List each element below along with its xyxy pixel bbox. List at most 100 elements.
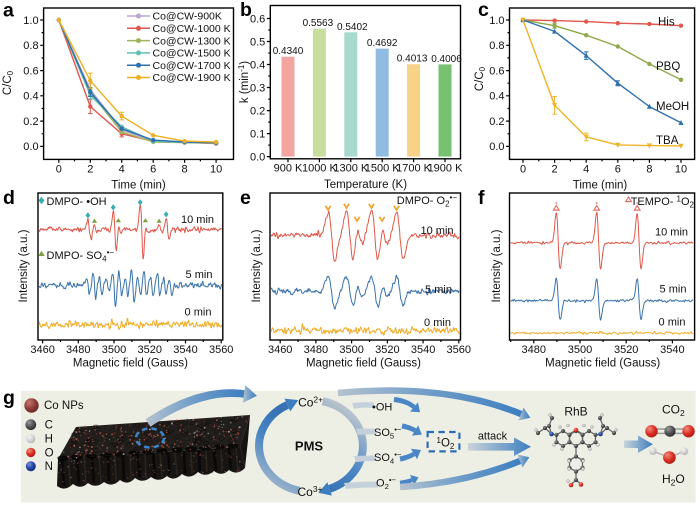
svg-text:b: b <box>240 0 252 21</box>
svg-text:3520: 3520 <box>614 344 638 356</box>
svg-text:1900 K: 1900 K <box>428 162 464 174</box>
svg-text:PBQ: PBQ <box>656 61 680 73</box>
svg-text:0.4: 0.4 <box>250 59 265 71</box>
svg-text:3480: 3480 <box>66 344 90 356</box>
svg-text:10 min: 10 min <box>181 214 214 226</box>
svg-text:Intensity (a.u.): Intensity (a.u.) <box>18 229 30 302</box>
svg-text:C: C <box>45 420 53 432</box>
svg-text:3520: 3520 <box>138 344 162 356</box>
svg-text:1700 K: 1700 K <box>396 162 432 174</box>
svg-text:4: 4 <box>583 163 589 175</box>
svg-text:3540: 3540 <box>173 344 197 356</box>
svg-text:0.4692: 0.4692 <box>367 38 398 49</box>
svg-text:0.5: 0.5 <box>250 36 265 48</box>
svg-text:Co NPs: Co NPs <box>44 400 84 412</box>
svg-text:d: d <box>3 187 15 209</box>
svg-text:Co@CW-1000 K: Co@CW-1000 K <box>153 23 231 35</box>
svg-text:0.4340: 0.4340 <box>273 46 304 57</box>
svg-text:Magnetic field (Gauss): Magnetic field (Gauss) <box>306 358 421 370</box>
svg-text:PMS: PMS <box>295 439 324 454</box>
svg-text:0 min: 0 min <box>659 317 686 329</box>
svg-text:0.4006: 0.4006 <box>431 54 462 65</box>
svg-text:•OH: •OH <box>372 402 392 414</box>
svg-text:3560: 3560 <box>447 344 471 356</box>
svg-text:10 min: 10 min <box>655 226 688 238</box>
svg-text:900 K: 900 K <box>274 162 303 174</box>
svg-text:Co@CW-1300 K: Co@CW-1300 K <box>153 35 231 47</box>
svg-text:1500 K: 1500 K <box>365 162 401 174</box>
svg-text:CO2: CO2 <box>662 403 685 419</box>
svg-text:N: N <box>45 461 53 473</box>
svg-text:5 min: 5 min <box>186 269 213 281</box>
svg-text:TEMPO- 1O2: TEMPO- 1O2 <box>631 195 695 210</box>
svg-text:0.6: 0.6 <box>250 13 265 25</box>
svg-text:8: 8 <box>182 163 188 175</box>
svg-text:Intensity (a.u.): Intensity (a.u.) <box>251 229 263 302</box>
svg-text:2: 2 <box>87 163 93 175</box>
svg-text:Magnetic field (Gauss): Magnetic field (Gauss) <box>73 358 188 370</box>
svg-text:H2O: H2O <box>662 472 685 488</box>
svg-text:0.5563: 0.5563 <box>303 18 334 29</box>
svg-text:0.2: 0.2 <box>23 116 38 128</box>
svg-text:10: 10 <box>675 163 687 175</box>
svg-text:Time (min): Time (min) <box>111 180 166 192</box>
svg-text:0.4: 0.4 <box>489 91 504 103</box>
svg-text:C/C0: C/C0 <box>474 66 487 91</box>
svg-text:Co@CW-1500 K: Co@CW-1500 K <box>153 48 231 60</box>
svg-text:10: 10 <box>210 163 222 175</box>
svg-text:5 min: 5 min <box>660 283 687 295</box>
svg-text:RhB: RhB <box>564 405 587 419</box>
svg-text:1000 K: 1000 K <box>302 162 338 174</box>
svg-text:Co@CW-1700 K: Co@CW-1700 K <box>153 60 231 72</box>
svg-text:0 min: 0 min <box>424 317 451 329</box>
svg-text:1.0: 1.0 <box>23 15 38 27</box>
svg-text:3500: 3500 <box>339 344 363 356</box>
svg-text:1.0: 1.0 <box>489 15 504 27</box>
svg-text:10 min: 10 min <box>420 225 453 237</box>
svg-text:8: 8 <box>646 163 652 175</box>
svg-text:C/C0: C/C0 <box>2 70 15 95</box>
svg-text:0.0: 0.0 <box>489 141 504 153</box>
svg-text:0.2: 0.2 <box>250 105 265 117</box>
svg-text:O: O <box>45 447 54 459</box>
svg-text:0: 0 <box>520 163 526 175</box>
svg-text:0.4013: 0.4013 <box>397 54 428 65</box>
svg-text:H: H <box>45 434 53 446</box>
svg-text:4: 4 <box>119 163 125 175</box>
svg-text:DMPO- O2•−: DMPO- O2•− <box>397 193 458 209</box>
svg-text:0.6: 0.6 <box>23 65 38 77</box>
svg-text:c: c <box>478 0 489 21</box>
svg-text:Co@CW-1900 K: Co@CW-1900 K <box>153 72 231 84</box>
svg-text:0.0: 0.0 <box>250 151 265 163</box>
svg-text:0 min: 0 min <box>185 307 212 319</box>
svg-text:2: 2 <box>552 163 558 175</box>
svg-text:6: 6 <box>615 163 621 175</box>
svg-text:f: f <box>478 187 485 209</box>
svg-text:Time (min): Time (min) <box>573 180 628 192</box>
svg-text:1O2: 1O2 <box>437 436 455 451</box>
svg-text:0.8: 0.8 <box>489 40 504 52</box>
svg-text:1300 K: 1300 K <box>333 162 369 174</box>
svg-text:3460: 3460 <box>268 344 292 356</box>
svg-text:5 min: 5 min <box>425 284 452 296</box>
svg-text:0.6: 0.6 <box>489 65 504 77</box>
svg-text:3460: 3460 <box>30 344 54 356</box>
svg-text:MeOH: MeOH <box>656 101 689 113</box>
svg-text:3480: 3480 <box>522 344 546 356</box>
svg-text:0.1: 0.1 <box>250 128 265 140</box>
svg-text:Co@CW-900K: Co@CW-900K <box>153 11 222 23</box>
svg-text:3540: 3540 <box>411 344 435 356</box>
svg-text:0.4: 0.4 <box>23 91 38 103</box>
svg-text:e: e <box>240 187 251 209</box>
svg-text:His: His <box>658 17 675 29</box>
svg-text:a: a <box>3 0 14 22</box>
svg-text:g: g <box>3 387 15 409</box>
svg-text:0.5402: 0.5402 <box>337 22 368 33</box>
svg-text:3500: 3500 <box>568 344 592 356</box>
svg-text:0.3: 0.3 <box>250 82 265 94</box>
svg-text:3560: 3560 <box>209 344 233 356</box>
svg-text:3520: 3520 <box>375 344 399 356</box>
svg-text:0: 0 <box>56 163 62 175</box>
svg-text:6: 6 <box>150 163 156 175</box>
svg-text:0.0: 0.0 <box>23 141 38 153</box>
